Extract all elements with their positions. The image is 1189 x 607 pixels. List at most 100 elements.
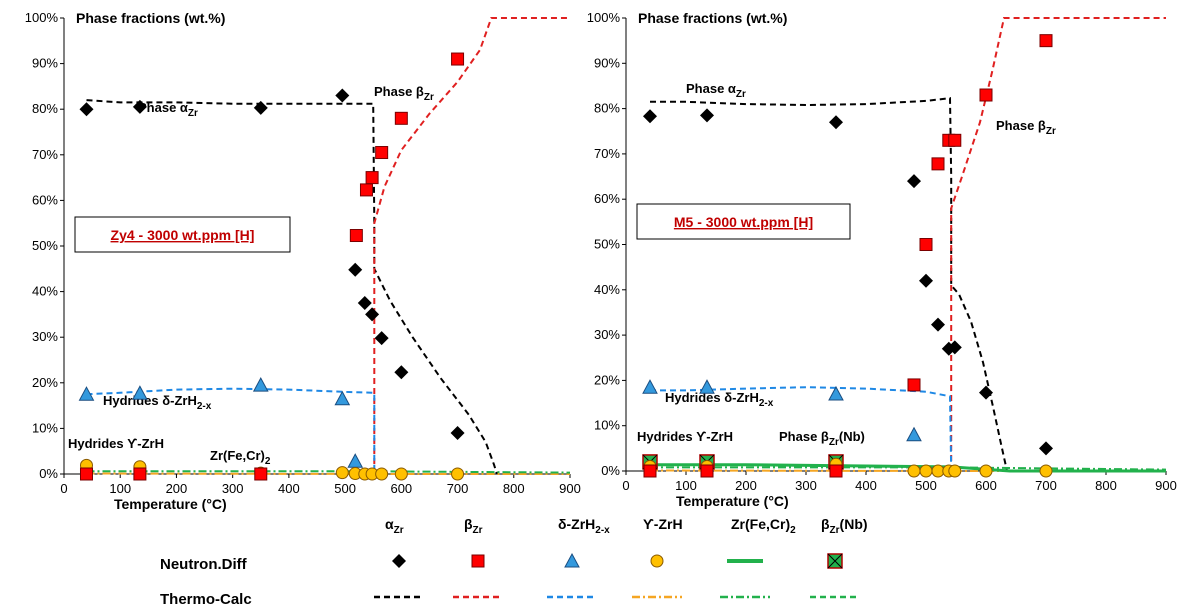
y-tick-label: 80% bbox=[32, 101, 58, 116]
neutron-alpha-point bbox=[700, 108, 714, 123]
x-tick-label: 700 bbox=[447, 481, 469, 496]
thermo-calc-alpha-line bbox=[650, 97, 1008, 472]
neutron-beta-point bbox=[394, 111, 408, 125]
x-tick-label: 800 bbox=[503, 481, 525, 496]
thermo-calc-gamma-line bbox=[86, 472, 570, 475]
x-tick-label: 500 bbox=[915, 478, 937, 493]
y-tick-label: 70% bbox=[594, 146, 620, 161]
neutron-beta-point bbox=[829, 464, 843, 478]
neutron-gamma-point bbox=[931, 464, 945, 478]
alloy-label-box bbox=[636, 203, 851, 240]
legend-header: αZr bbox=[385, 516, 404, 536]
neutron-beta-point bbox=[349, 229, 363, 243]
y-tick-label: 10% bbox=[594, 418, 620, 433]
phase-annotation: Hydrides δ-ZrH2-x bbox=[665, 390, 774, 409]
neutron-alpha-point bbox=[931, 317, 945, 332]
neutron-delta-point bbox=[642, 379, 658, 394]
neutron-beta-point bbox=[359, 183, 373, 197]
chart-zy4: 0% 10% 20% 30% 40% 50% 60% 70% 80% 90% 100% 0 100 200… bbox=[25, 10, 581, 512]
neutron-alpha-point bbox=[365, 307, 380, 322]
x-tick-label: 700 bbox=[1035, 478, 1057, 493]
neutron-beta-point bbox=[979, 88, 993, 102]
x-tick-label: 100 bbox=[109, 481, 131, 496]
neutron-delta-point bbox=[347, 453, 364, 468]
alloy-label: Zy4 - 3000 wt.ppm [H] bbox=[111, 227, 255, 243]
legend-alpha-marker bbox=[392, 554, 406, 568]
x-tick-label: 200 bbox=[166, 481, 188, 496]
y-tick-label: 0% bbox=[39, 466, 58, 481]
phase-annotation: Zr(Fe,Cr)2 bbox=[210, 448, 271, 467]
legend-row-neutron: Neutron.Diff bbox=[160, 556, 248, 573]
neutron-gamma-point bbox=[979, 464, 993, 478]
neutron-gamma-point bbox=[907, 464, 921, 478]
phase-annotation: Hydrides ϒ-ZrH bbox=[637, 429, 733, 444]
x-tick-label: 400 bbox=[278, 481, 300, 496]
neutron-delta-point bbox=[828, 385, 844, 401]
y-tick-label: 50% bbox=[594, 237, 620, 252]
legend: αZr βZr δ-ZrH2-x ϒ-ZrH Zr(Fe,Cr)2 βZr(Nb) Neut… bbox=[160, 516, 868, 607]
legend-betanb-marker bbox=[827, 553, 843, 569]
x-tick-label: 300 bbox=[795, 478, 817, 493]
neutron-gamma-point bbox=[948, 464, 962, 478]
chart-m5: 0% 10% 20% 30% 40% 50% 60% 70% 80% 90% 100% 0 100 200… bbox=[587, 10, 1177, 509]
neutron-alpha-point bbox=[947, 340, 962, 355]
neutron-alpha-point bbox=[979, 385, 993, 400]
neutron-alpha-point bbox=[394, 365, 409, 380]
y-tick-label: 100% bbox=[25, 10, 59, 25]
neutron-beta-point bbox=[931, 157, 945, 171]
phase-annotation: Phase αZr bbox=[138, 100, 198, 119]
x-tick-label: 500 bbox=[334, 481, 356, 496]
y-tick-label: 20% bbox=[32, 375, 58, 390]
y-tick-label: 70% bbox=[32, 147, 58, 162]
neutron-gamma-point bbox=[335, 466, 349, 480]
neutron-gamma-point bbox=[919, 464, 933, 478]
neutron-alpha-point bbox=[1039, 441, 1053, 456]
neutron-beta-point bbox=[643, 464, 657, 478]
legend-row-thermo: Thermo-Calc bbox=[160, 591, 252, 607]
neutron-alpha-point bbox=[829, 115, 843, 130]
x-tick-label: 0 bbox=[622, 478, 629, 493]
neutron-alpha-point bbox=[357, 296, 372, 310]
x-tick-label: 800 bbox=[1095, 478, 1117, 493]
neutron-alpha-point bbox=[907, 174, 921, 189]
y-tick-label: 20% bbox=[594, 372, 620, 387]
neutron-delta-point bbox=[78, 386, 95, 401]
neutron-delta-point bbox=[906, 426, 922, 442]
thermo-calc-beta-line bbox=[950, 17, 1166, 471]
y-tick-label: 40% bbox=[32, 284, 58, 299]
x-tick-label: 600 bbox=[975, 478, 997, 493]
phase-annotation: Hydrides δ-ZrH2-x bbox=[103, 393, 212, 412]
y-tick-label: 30% bbox=[594, 327, 620, 342]
x-axis-label: Temperature (°C) bbox=[114, 496, 227, 512]
x-tick-label: 900 bbox=[559, 481, 581, 496]
y-tick-label: 10% bbox=[32, 420, 58, 435]
thermo-calc-zrfecr-line bbox=[86, 470, 571, 474]
neutron-alpha-point bbox=[643, 109, 657, 124]
y-tick-label: 80% bbox=[594, 101, 620, 116]
thermo-calc-zrfecr-line bbox=[650, 466, 1167, 471]
neutron-alpha-point bbox=[79, 102, 94, 117]
y-tick-label: 40% bbox=[594, 282, 620, 297]
neutron-delta-point bbox=[699, 379, 715, 394]
phase-annotation: Phase βZr bbox=[996, 118, 1056, 137]
legend-beta-marker bbox=[471, 554, 485, 568]
neutron-beta-point bbox=[375, 146, 389, 160]
y-tick-label: 30% bbox=[32, 329, 58, 344]
neutron-delta-point bbox=[334, 390, 351, 406]
legend-delta-marker bbox=[564, 552, 580, 568]
y-tick-label: 60% bbox=[594, 191, 620, 206]
neutron-alpha-point bbox=[132, 99, 147, 114]
legend-header: βZr bbox=[464, 516, 483, 536]
y-tick-label: 90% bbox=[32, 56, 58, 71]
thermo-calc-beta-line bbox=[373, 17, 570, 474]
neutron-gamma-point bbox=[451, 467, 465, 481]
neutron-alpha-point bbox=[374, 331, 389, 346]
neutron-gamma-point bbox=[1039, 464, 1053, 478]
neutron-beta-point bbox=[700, 464, 714, 478]
neutron-beta-point bbox=[919, 238, 933, 251]
x-tick-label: 200 bbox=[735, 478, 757, 493]
neutron-gamma-point bbox=[394, 467, 408, 481]
chart-title: Phase fractions (wt.%) bbox=[638, 10, 787, 26]
neutron-alpha-point bbox=[253, 100, 268, 115]
